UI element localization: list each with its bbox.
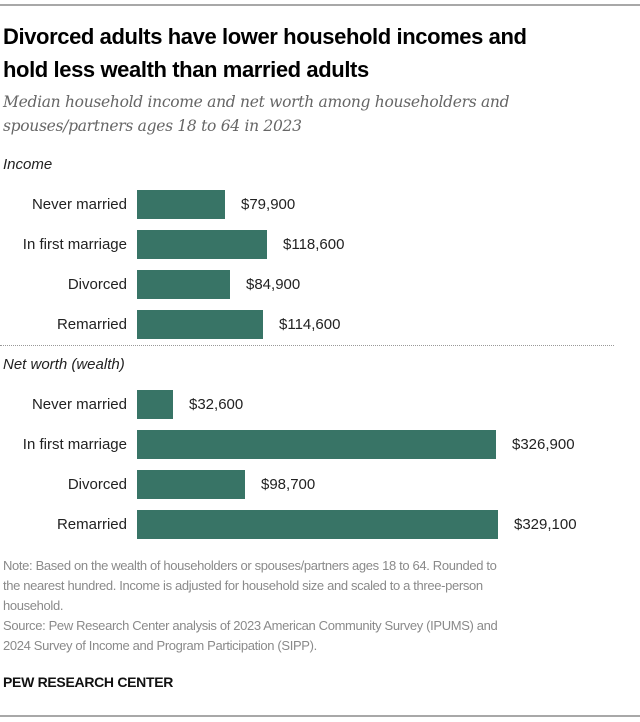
category-label: In first marriage (22, 236, 127, 253)
bar (137, 270, 230, 299)
source-line: 2024 Survey of Income and Program Partic… (3, 638, 317, 653)
data-label: $118,600 (283, 236, 345, 253)
bar (137, 390, 173, 419)
subtitle-line: Median household income and net worth am… (3, 93, 510, 111)
category-label: Remarried (56, 316, 127, 333)
category-label: Never married (31, 196, 127, 213)
data-label: $32,600 (189, 396, 244, 413)
note-line: household. (3, 598, 64, 613)
bottom-rule (0, 715, 640, 717)
category-label: Never married (31, 396, 127, 413)
category-label: Divorced (67, 476, 127, 493)
note-line: the nearest hundred. Income is adjusted … (3, 578, 483, 593)
data-label: $326,900 (512, 436, 575, 453)
panel-label: Net worth (wealth) (3, 356, 125, 373)
chart-subtitle: Median household income and net worth am… (3, 90, 633, 138)
data-label: $98,700 (261, 476, 316, 493)
note-line: Note: Based on the wealth of householder… (3, 558, 497, 573)
data-label: $79,900 (241, 196, 296, 213)
bar (137, 310, 263, 339)
title-line: hold less wealth than married adults (3, 57, 369, 82)
chart-title: Divorced adults have lower household inc… (3, 20, 633, 86)
data-label: $84,900 (246, 276, 301, 293)
source-line: Source: Pew Research Center analysis of … (3, 618, 498, 633)
bar (137, 430, 496, 459)
subtitle-line: spouses/partners ages 18 to 64 in 2023 (3, 117, 302, 135)
brand-logo-text: PEW RESEARCH CENTER (3, 674, 174, 690)
title-line: Divorced adults have lower household inc… (3, 24, 527, 49)
chart-note: Note: Based on the wealth of householder… (3, 556, 637, 656)
category-label: Divorced (67, 276, 127, 293)
top-rule (0, 4, 640, 6)
bar (137, 190, 225, 219)
bar (137, 510, 498, 539)
bar (137, 230, 267, 259)
panel-divider (0, 345, 614, 346)
data-label: $114,600 (279, 316, 341, 333)
panel-label: Income (3, 156, 53, 173)
bar (137, 470, 245, 499)
data-label: $329,100 (514, 516, 577, 533)
category-label: Remarried (56, 516, 127, 533)
category-label: In first marriage (22, 436, 127, 453)
